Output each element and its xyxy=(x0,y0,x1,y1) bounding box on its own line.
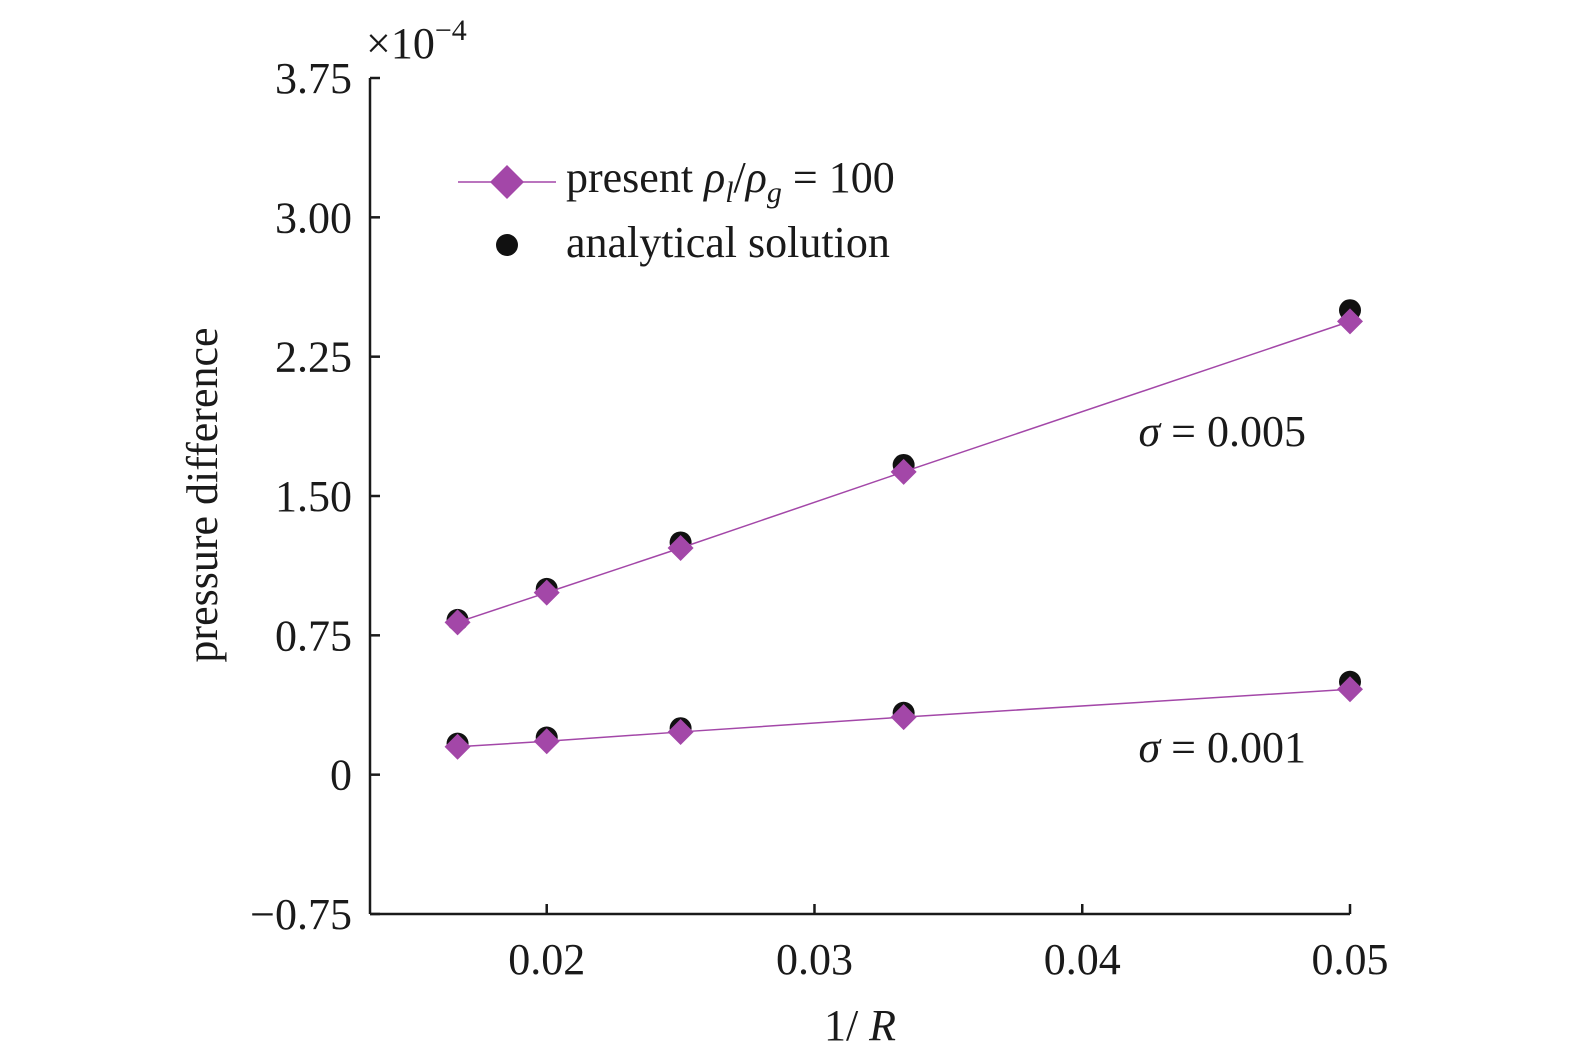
present-point-1-1 xyxy=(533,728,560,755)
series-layer xyxy=(444,299,1363,760)
present-point-1-2 xyxy=(667,718,694,745)
present-point-0-0 xyxy=(444,609,471,636)
sigma-symbol-1: σ xyxy=(1138,723,1162,772)
y-tick-label-5: 3.00 xyxy=(275,193,352,242)
legend-analytical-dot xyxy=(496,234,518,256)
x-ticks: 0.02 0.03 0.04 0.05 xyxy=(508,904,1389,984)
x-tick-label-3: 0.05 xyxy=(1312,935,1389,984)
sigma-symbol-0: σ xyxy=(1138,407,1162,456)
legend: present ρl/ρg = 100 analytical solution xyxy=(458,153,895,267)
present-point-1-3 xyxy=(890,704,917,731)
x-tick-label-1: 0.03 xyxy=(776,935,853,984)
x-tick-label-0: 0.02 xyxy=(508,935,585,984)
y-multiplier-exponent: −4 xyxy=(435,14,467,47)
legend-present-label: present ρl/ρg = 100 xyxy=(566,153,895,209)
sigma-value-0: = 0.005 xyxy=(1160,407,1306,456)
y-axis-multiplier: ×10−4 xyxy=(366,14,467,68)
y-tick-label-2: 0.75 xyxy=(275,611,352,660)
legend-present-prefix: present xyxy=(566,153,704,202)
legend-analytical-label: analytical solution xyxy=(566,218,890,267)
y-tick-label-6: 3.75 xyxy=(275,54,352,103)
present-point-0-2 xyxy=(667,535,694,562)
present-point-0-3 xyxy=(890,458,917,485)
y-axis-title: pressure difference xyxy=(178,327,227,662)
legend-present-suffix: = 100 xyxy=(782,153,895,202)
y-tick-label-0: −0.75 xyxy=(250,890,352,939)
legend-slash: / xyxy=(734,153,747,202)
y-tick-label-4: 2.25 xyxy=(275,333,352,382)
sigma-annotation-1: σ = 0.001 xyxy=(1138,723,1306,772)
sigma-value-1: = 0.001 xyxy=(1160,723,1306,772)
present-point-1-0 xyxy=(444,733,471,760)
y-multiplier-base: ×10 xyxy=(366,19,435,68)
legend-sub-l: l xyxy=(725,176,733,209)
x-tick-label-2: 0.04 xyxy=(1044,935,1121,984)
legend-sub-g: g xyxy=(767,176,782,209)
axes xyxy=(368,78,1350,916)
legend-rho-l: ρ xyxy=(702,153,725,202)
y-tick-label-1: 0 xyxy=(330,751,352,800)
sigma-annotation-0: σ = 0.005 xyxy=(1138,407,1306,456)
present-point-1-4 xyxy=(1337,676,1363,703)
present-point-0-1 xyxy=(533,579,560,606)
y-ticks: −0.75 0 0.75 1.50 2.25 3.00 3.75 xyxy=(250,54,380,939)
legend-rho-g: ρ xyxy=(744,153,767,202)
x-title-variable: R xyxy=(868,1001,896,1050)
legend-present-diamond xyxy=(490,165,524,199)
x-title-text: 1/ xyxy=(824,1001,859,1050)
present-point-0-4 xyxy=(1337,308,1363,335)
y-tick-label-3: 1.50 xyxy=(275,472,352,521)
x-axis-title: 1/ R xyxy=(824,1001,896,1050)
